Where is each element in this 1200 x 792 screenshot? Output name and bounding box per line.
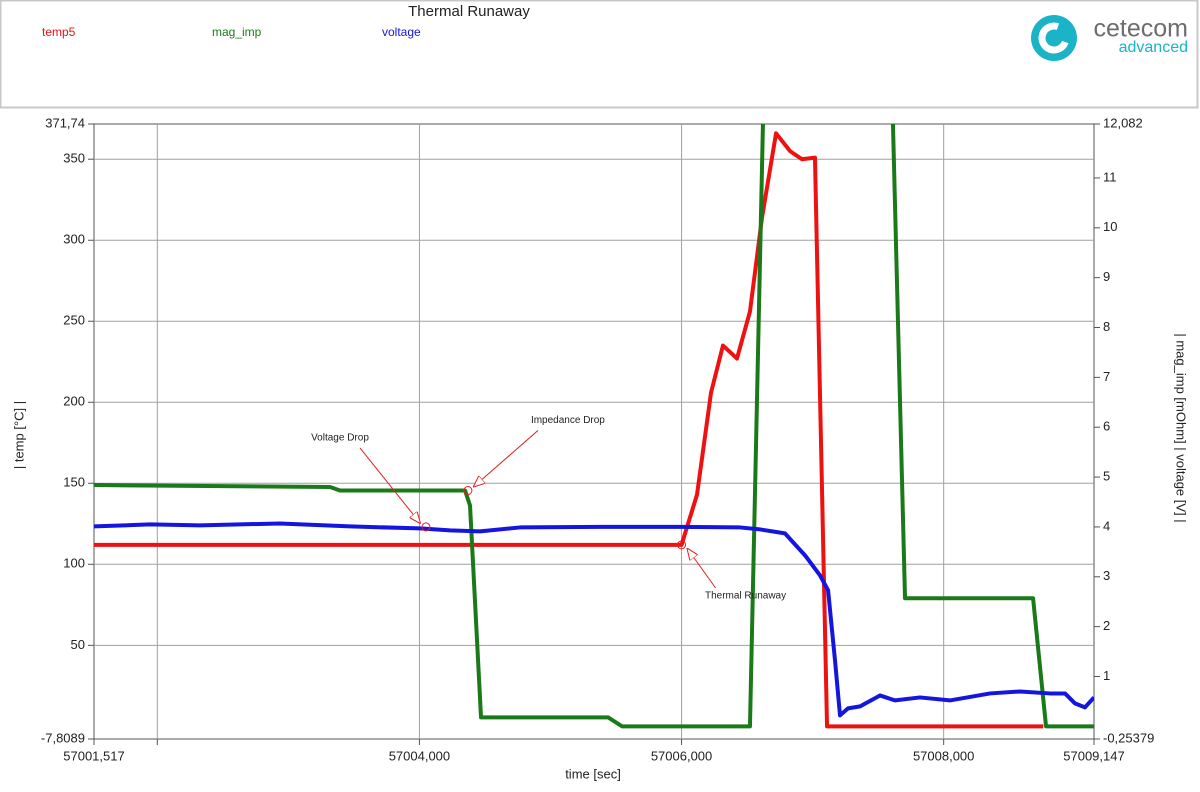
y2-tick-label: 11 bbox=[1103, 169, 1117, 184]
series-line bbox=[94, 131, 1044, 729]
x-tick-label: 57009,147 bbox=[1063, 748, 1124, 763]
plot-frame bbox=[93, 123, 1095, 740]
plot-area bbox=[94, 124, 1094, 729]
y2-tick-label: 2 bbox=[1103, 618, 1110, 633]
logo-icon bbox=[1031, 15, 1077, 61]
annotation-arrow bbox=[359, 447, 420, 523]
series-line bbox=[94, 124, 1094, 729]
y2-tick-label: -0,25379 bbox=[1103, 730, 1154, 745]
annotation-label: Voltage Drop bbox=[311, 433, 369, 444]
y-tick-label: 150 bbox=[63, 475, 85, 490]
y2-tick-label: 4 bbox=[1103, 518, 1110, 533]
series-line bbox=[94, 521, 1094, 718]
annotation-arrow bbox=[688, 549, 716, 589]
y2-tick-label: 9 bbox=[1103, 269, 1110, 284]
y-tick-label: 371,74 bbox=[45, 115, 85, 130]
y-tick-label: 200 bbox=[63, 394, 85, 409]
x-tick-label: 57006,000 bbox=[651, 748, 712, 763]
logo: cetecom advanced bbox=[1031, 15, 1188, 61]
x-tick-label: 57001,517 bbox=[63, 748, 124, 763]
y2-tick-label: 5 bbox=[1103, 469, 1110, 484]
logo-subtitle: advanced bbox=[1119, 39, 1188, 56]
y2-tick-label: 7 bbox=[1103, 369, 1110, 384]
y-tick-label: 300 bbox=[63, 232, 85, 247]
header-box bbox=[0, 0, 1199, 109]
annotation-label: Impedance Drop bbox=[531, 415, 605, 426]
legend-entry: temp5 bbox=[42, 25, 76, 39]
annotation-point bbox=[677, 540, 687, 550]
legend-entry: mag_imp bbox=[212, 25, 262, 39]
y2-tick-label: 6 bbox=[1103, 419, 1110, 434]
x-tick-label: 57004,000 bbox=[389, 748, 450, 763]
y-tick-label: -7,8089 bbox=[41, 730, 85, 745]
annotation-point bbox=[463, 486, 473, 496]
x-tick-label: 57008,000 bbox=[913, 748, 974, 763]
y2-axis-label: | mag_imp [mOhm] | voltage [V] | bbox=[1174, 333, 1189, 522]
y2-tick-label: 1 bbox=[1103, 668, 1110, 683]
y-tick-label: 250 bbox=[63, 313, 85, 328]
y2-tick-label: 10 bbox=[1103, 219, 1117, 234]
annotation-label: Thermal Runaway bbox=[705, 591, 786, 602]
y2-tick-label: 12,082 bbox=[1103, 115, 1143, 130]
chart-title: Thermal Runaway bbox=[408, 3, 530, 20]
axes: 57001,517 57004,000 57006,000 57008,000 5700… bbox=[41, 115, 1154, 763]
annotation-arrow bbox=[474, 430, 539, 487]
legend-entry: voltage bbox=[382, 25, 421, 39]
y-tick-label: 100 bbox=[63, 556, 85, 571]
grid bbox=[94, 124, 1094, 739]
annotation-point bbox=[421, 522, 431, 532]
y2-tick-label: 8 bbox=[1103, 319, 1110, 334]
y2-tick-label: 3 bbox=[1103, 568, 1110, 583]
logo-name: cetecom bbox=[1094, 15, 1188, 43]
x-axis-label: time [sec] bbox=[565, 766, 621, 781]
y-tick-label: 350 bbox=[63, 151, 85, 166]
y-axis-label: | temp [°C] | bbox=[11, 401, 26, 469]
y-tick-label: 50 bbox=[71, 637, 85, 652]
